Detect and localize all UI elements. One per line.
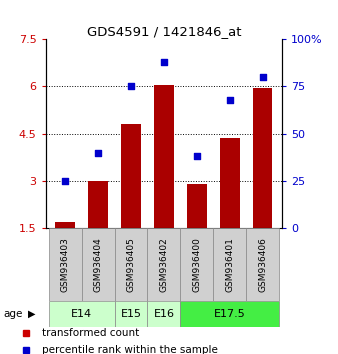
Point bbox=[260, 74, 265, 80]
Point bbox=[194, 154, 199, 159]
Bar bbox=[88, 181, 108, 276]
Bar bbox=[49, 301, 115, 327]
Title: GDS4591 / 1421846_at: GDS4591 / 1421846_at bbox=[87, 25, 241, 38]
Text: GSM936404: GSM936404 bbox=[94, 237, 103, 292]
Bar bbox=[180, 301, 279, 327]
Text: E17.5: E17.5 bbox=[214, 309, 245, 319]
Text: percentile rank within the sample: percentile rank within the sample bbox=[42, 345, 217, 354]
Text: E15: E15 bbox=[121, 309, 142, 319]
Point bbox=[96, 150, 101, 155]
Bar bbox=[252, 88, 272, 276]
Bar bbox=[49, 228, 82, 301]
Text: GSM936403: GSM936403 bbox=[61, 237, 70, 292]
Bar bbox=[147, 301, 180, 327]
Text: transformed count: transformed count bbox=[42, 329, 139, 338]
Bar bbox=[115, 301, 147, 327]
Point bbox=[161, 59, 167, 64]
Text: E14: E14 bbox=[71, 309, 92, 319]
Point bbox=[128, 84, 134, 89]
Point bbox=[227, 97, 232, 102]
Bar bbox=[154, 85, 174, 276]
Bar bbox=[213, 228, 246, 301]
Text: GSM936402: GSM936402 bbox=[160, 237, 168, 292]
Bar bbox=[82, 228, 115, 301]
Text: GSM936406: GSM936406 bbox=[258, 237, 267, 292]
Bar bbox=[147, 228, 180, 301]
Text: ▶: ▶ bbox=[28, 309, 35, 319]
Text: GSM936405: GSM936405 bbox=[126, 237, 136, 292]
Bar bbox=[55, 222, 75, 276]
Text: E16: E16 bbox=[153, 309, 174, 319]
Text: GSM936401: GSM936401 bbox=[225, 237, 234, 292]
Bar bbox=[121, 124, 141, 276]
Bar bbox=[246, 228, 279, 301]
Text: age: age bbox=[3, 309, 23, 319]
Bar bbox=[187, 184, 207, 276]
Bar bbox=[180, 228, 213, 301]
Bar bbox=[115, 228, 147, 301]
Bar bbox=[220, 138, 240, 276]
Point bbox=[63, 178, 68, 184]
Text: GSM936400: GSM936400 bbox=[192, 237, 201, 292]
